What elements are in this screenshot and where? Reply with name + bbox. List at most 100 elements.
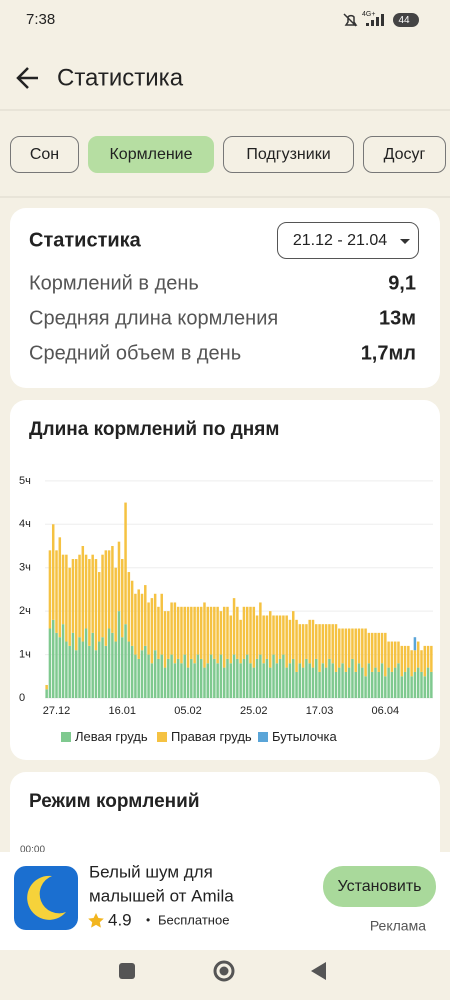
bar-segment bbox=[341, 628, 344, 664]
legend-label: Бутылочка bbox=[272, 729, 337, 744]
bar-segment bbox=[134, 593, 137, 655]
bar-segment bbox=[124, 502, 127, 625]
bar-segment bbox=[183, 606, 186, 655]
bar-segment bbox=[81, 546, 85, 642]
bar-segment bbox=[265, 658, 269, 698]
bar-segment bbox=[45, 689, 48, 698]
bar-segment bbox=[242, 658, 246, 698]
nav-recents[interactable] bbox=[119, 963, 135, 979]
bar-segment bbox=[157, 606, 160, 659]
date-range[interactable]: 21.12 - 21.04 bbox=[293, 232, 387, 249]
bar-segment bbox=[101, 637, 104, 698]
bar-segment bbox=[117, 611, 121, 698]
date-range-dropdown[interactable] bbox=[277, 222, 419, 259]
bar-segment bbox=[245, 654, 249, 698]
tab[interactable] bbox=[223, 136, 354, 173]
bar-segment bbox=[400, 676, 404, 698]
bar-segment bbox=[209, 606, 213, 655]
bar-segment bbox=[114, 567, 117, 642]
bar-segment bbox=[393, 667, 397, 698]
bar-segment bbox=[301, 624, 305, 668]
bar-segment bbox=[400, 645, 404, 677]
bar-segment bbox=[203, 602, 206, 668]
bar-segment bbox=[344, 671, 348, 698]
signal-icon bbox=[366, 14, 384, 26]
bar-segment bbox=[387, 667, 390, 698]
bar-segment bbox=[216, 606, 219, 664]
bar-segment bbox=[176, 658, 180, 698]
legend-label: Левая грудь bbox=[75, 729, 148, 744]
bar-segment bbox=[111, 546, 114, 633]
bar-segment bbox=[305, 624, 308, 659]
bar-segment bbox=[160, 593, 163, 655]
bar-segment bbox=[420, 671, 423, 698]
bar-segment bbox=[308, 619, 311, 664]
bar-segment bbox=[147, 602, 150, 655]
bar-segment bbox=[239, 619, 242, 664]
bar-segment bbox=[101, 554, 104, 638]
bar-segment bbox=[170, 602, 173, 655]
bar-segment bbox=[255, 615, 259, 659]
nav-back[interactable] bbox=[311, 962, 326, 980]
bar-segment bbox=[140, 593, 144, 651]
tab-label[interactable]: Досуг bbox=[384, 146, 426, 163]
bar-segment bbox=[94, 559, 98, 651]
tab[interactable] bbox=[10, 136, 79, 173]
bar-segment bbox=[232, 654, 236, 698]
ad-rating: 4.9 bbox=[108, 910, 132, 929]
bar-segment bbox=[219, 611, 223, 655]
install-button[interactable] bbox=[323, 866, 436, 907]
bar-segment bbox=[430, 645, 433, 672]
install-label[interactable]: Установить bbox=[338, 878, 422, 895]
bar-segment bbox=[84, 628, 88, 698]
status-time: 7:38 bbox=[26, 11, 55, 28]
bar-segment bbox=[413, 671, 417, 698]
bar-segment bbox=[121, 559, 124, 638]
bar-segment bbox=[226, 606, 229, 659]
bar-segment bbox=[298, 663, 302, 698]
bar-segment bbox=[282, 615, 285, 655]
bar-segment bbox=[374, 667, 377, 698]
bar-segment bbox=[140, 650, 144, 698]
bar-segment bbox=[249, 606, 252, 664]
bar-segment bbox=[354, 671, 357, 698]
bar-segment bbox=[170, 654, 173, 698]
bar-segment bbox=[222, 606, 226, 668]
bar-segment bbox=[157, 658, 160, 698]
tab-label[interactable]: Сон bbox=[30, 146, 59, 163]
bar-segment bbox=[167, 658, 170, 698]
back-button[interactable] bbox=[16, 67, 38, 89]
bar-segment bbox=[380, 663, 384, 698]
bar-segment bbox=[377, 632, 380, 672]
bar-segment bbox=[130, 645, 134, 698]
bar-segment bbox=[104, 550, 108, 646]
bar-segment bbox=[153, 593, 157, 651]
bar-segment bbox=[203, 667, 206, 698]
ad-app-icon[interactable] bbox=[14, 866, 78, 930]
tab-label[interactable]: Подгузники bbox=[246, 146, 330, 163]
legend-label: Правая грудь bbox=[171, 729, 252, 744]
bar-segment bbox=[338, 628, 341, 668]
tab[interactable] bbox=[363, 136, 446, 173]
bar-segment bbox=[48, 550, 52, 629]
tab-active[interactable] bbox=[88, 136, 214, 173]
stat-value: 1,7мл bbox=[361, 342, 416, 364]
bar-segment bbox=[334, 671, 338, 698]
bar-segment bbox=[416, 641, 420, 668]
tab-label[interactable]: Кормление bbox=[109, 146, 192, 163]
nav-home-dot bbox=[219, 966, 229, 976]
bar-segment bbox=[242, 606, 246, 659]
chart: 0 1ч 2ч 3ч 4ч 5ч 27.12 16.01 05.02 25.02 17.03 06.0… bbox=[19, 475, 433, 744]
bar-segment bbox=[176, 606, 180, 659]
schedule-title: Режим кормлений bbox=[29, 791, 200, 812]
bar-segment bbox=[318, 624, 321, 672]
bar-segment bbox=[186, 606, 190, 668]
bar-segment bbox=[413, 650, 417, 672]
legend-swatch bbox=[61, 732, 71, 742]
nav-home[interactable] bbox=[213, 960, 235, 982]
bar-segment bbox=[426, 667, 430, 698]
bar-segment bbox=[331, 624, 334, 664]
chart-title: Длина кормлений по дням bbox=[29, 419, 279, 440]
bar-segment bbox=[71, 632, 75, 698]
